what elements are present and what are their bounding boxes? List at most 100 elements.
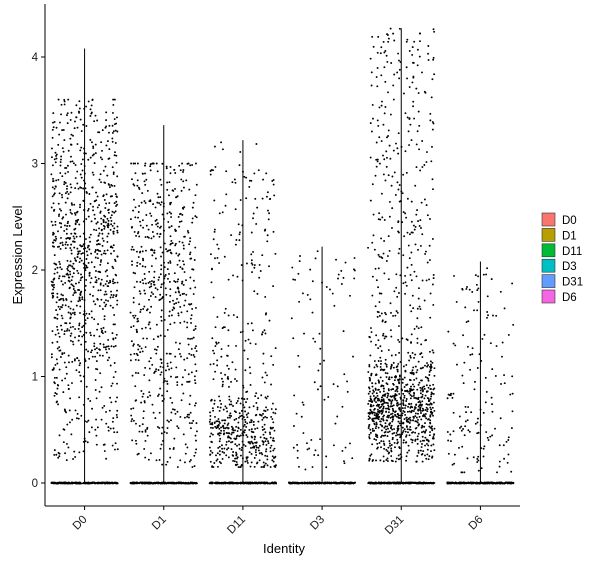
data-point bbox=[317, 369, 320, 372]
data-point bbox=[67, 384, 70, 387]
data-point bbox=[59, 266, 62, 269]
data-point bbox=[75, 369, 78, 372]
data-point bbox=[53, 158, 56, 161]
data-point bbox=[313, 381, 316, 384]
data-point bbox=[394, 397, 397, 400]
data-point bbox=[405, 171, 408, 174]
data-point bbox=[405, 419, 408, 422]
data-point bbox=[379, 362, 382, 365]
data-point bbox=[134, 172, 137, 175]
data-point bbox=[115, 154, 118, 157]
data-point bbox=[274, 252, 277, 255]
data-point bbox=[100, 259, 103, 262]
data-point bbox=[98, 227, 100, 230]
data-point bbox=[50, 482, 53, 484]
data-point bbox=[409, 428, 412, 431]
data-point bbox=[384, 372, 387, 374]
data-point bbox=[405, 398, 408, 400]
data-point bbox=[427, 386, 430, 389]
data-point bbox=[429, 397, 432, 400]
data-point bbox=[78, 281, 80, 284]
data-point bbox=[414, 225, 417, 228]
data-point bbox=[387, 37, 390, 40]
data-point bbox=[149, 199, 152, 202]
data-point bbox=[54, 151, 57, 154]
data-point bbox=[53, 283, 55, 286]
data-point bbox=[153, 249, 156, 252]
data-point bbox=[57, 178, 60, 181]
data-point bbox=[106, 249, 109, 252]
data-point bbox=[377, 286, 380, 289]
data-point bbox=[390, 444, 393, 446]
data-point bbox=[146, 396, 149, 399]
data-point bbox=[175, 302, 178, 305]
data-point bbox=[254, 343, 257, 346]
data-point bbox=[232, 431, 235, 434]
data-point bbox=[174, 172, 177, 174]
data-point bbox=[370, 331, 373, 333]
data-point bbox=[143, 448, 146, 450]
data-point bbox=[74, 456, 77, 458]
data-point bbox=[427, 45, 430, 47]
data-point bbox=[170, 212, 173, 215]
data-point bbox=[415, 416, 418, 419]
data-point bbox=[418, 305, 421, 308]
data-point bbox=[74, 223, 77, 226]
data-point bbox=[402, 404, 405, 407]
data-point bbox=[194, 434, 197, 437]
data-point bbox=[386, 372, 389, 375]
data-point bbox=[317, 454, 320, 457]
data-point bbox=[194, 194, 197, 197]
data-point bbox=[268, 319, 271, 322]
data-point bbox=[420, 227, 422, 229]
data-point bbox=[353, 257, 356, 260]
data-point bbox=[115, 295, 118, 298]
data-point bbox=[383, 272, 386, 275]
data-point bbox=[77, 252, 80, 255]
data-point bbox=[249, 342, 252, 345]
data-point bbox=[424, 253, 427, 255]
data-point bbox=[431, 283, 434, 286]
data-point bbox=[65, 273, 68, 276]
data-point bbox=[246, 390, 249, 393]
data-point bbox=[380, 412, 383, 415]
data-point bbox=[105, 457, 108, 460]
data-point bbox=[377, 413, 380, 416]
data-point bbox=[57, 202, 60, 205]
data-point bbox=[171, 401, 174, 404]
data-point bbox=[398, 184, 401, 186]
data-point bbox=[99, 289, 102, 292]
data-point bbox=[428, 244, 431, 247]
data-point bbox=[419, 32, 421, 35]
data-point bbox=[170, 225, 173, 228]
data-point bbox=[90, 104, 93, 107]
data-point bbox=[138, 345, 141, 348]
data-point bbox=[88, 357, 91, 360]
data-point bbox=[76, 357, 79, 360]
data-point bbox=[89, 108, 92, 111]
data-point bbox=[402, 173, 405, 176]
data-point bbox=[77, 272, 80, 275]
data-point bbox=[51, 136, 54, 139]
data-point bbox=[132, 271, 135, 274]
data-point bbox=[426, 408, 429, 411]
data-point bbox=[100, 418, 103, 421]
data-point bbox=[404, 430, 407, 433]
data-point bbox=[76, 269, 79, 272]
data-point bbox=[138, 205, 141, 207]
data-point bbox=[397, 230, 400, 233]
data-point bbox=[170, 375, 172, 378]
data-point bbox=[432, 277, 435, 280]
data-point bbox=[173, 168, 176, 171]
data-point bbox=[80, 259, 83, 262]
data-point bbox=[368, 433, 371, 436]
data-point bbox=[94, 355, 97, 358]
data-point bbox=[141, 192, 144, 195]
data-point bbox=[70, 433, 73, 436]
data-point bbox=[144, 439, 147, 442]
data-point bbox=[81, 252, 84, 255]
data-point bbox=[76, 182, 79, 185]
data-point bbox=[55, 309, 58, 312]
data-point bbox=[176, 375, 179, 378]
data-point bbox=[135, 280, 138, 283]
